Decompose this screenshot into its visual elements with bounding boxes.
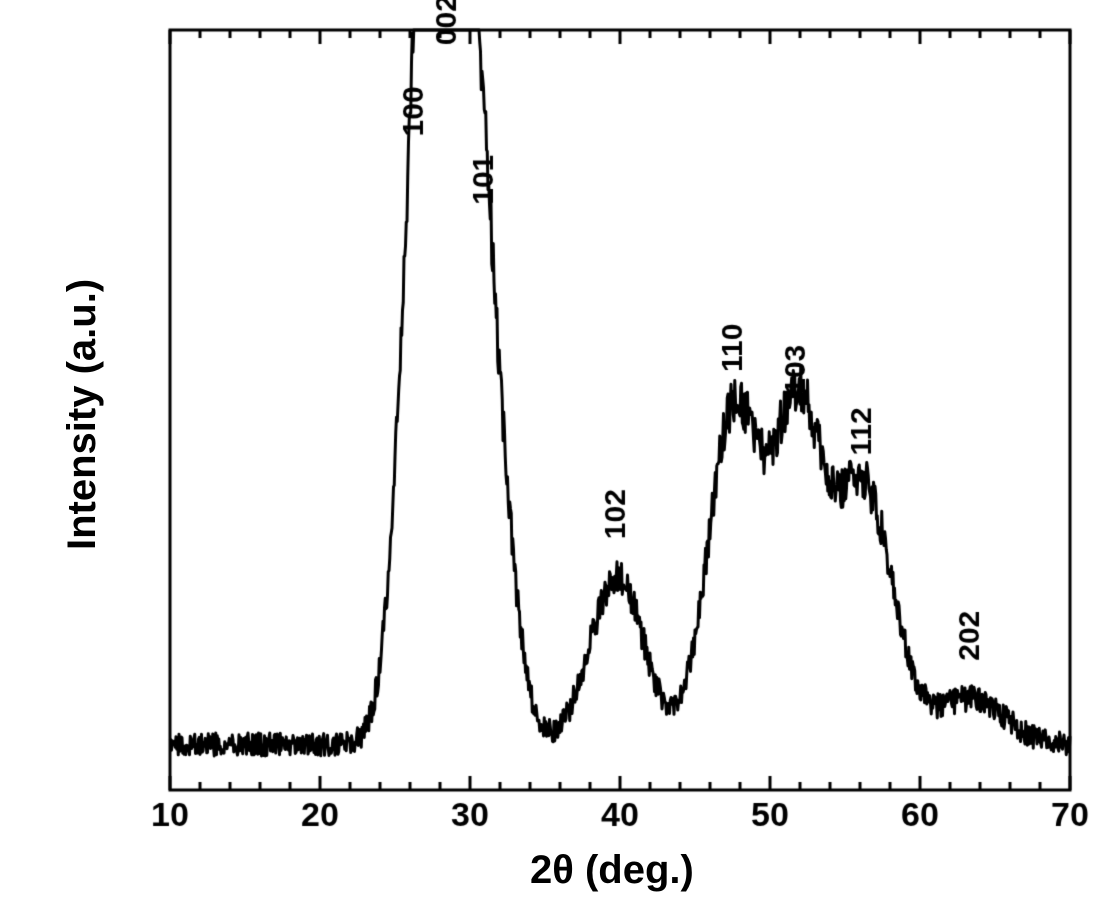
xrd-chart: 2θ (deg.) Intensity (a.u.) xyxy=(0,0,1113,901)
y-axis-label: Intensity (a.u.) xyxy=(60,279,105,550)
x-axis-label: 2θ (deg.) xyxy=(530,848,694,893)
chart-canvas xyxy=(0,0,1113,901)
